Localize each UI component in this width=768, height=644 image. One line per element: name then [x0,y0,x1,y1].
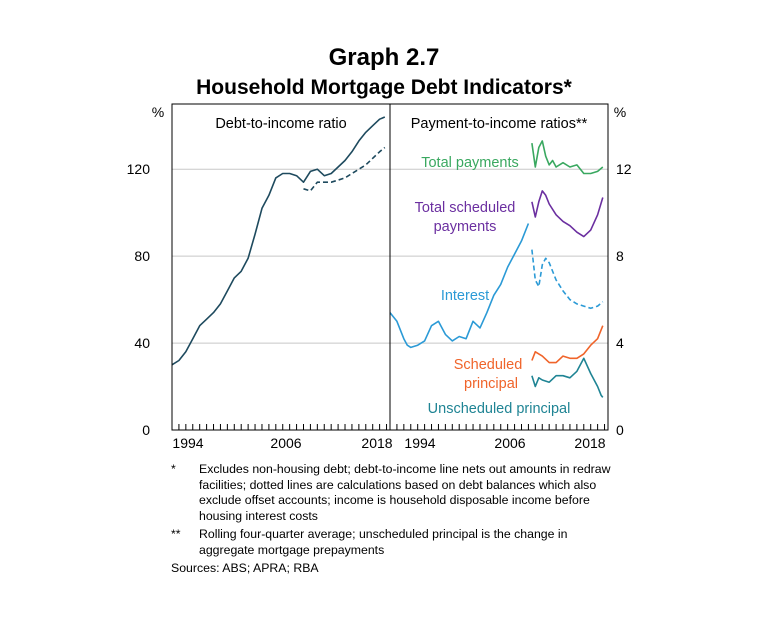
footnote-text: Rolling four-quarter average; unschedule… [199,527,568,557]
label-interest: Interest [441,288,489,304]
series-line-debt-to-income-dashed [303,146,386,192]
footnotes: * Excludes non-housing debt; debt-to-inc… [171,462,611,577]
left-xtick-2006: 2006 [270,435,301,450]
label-scheduled-principal-line1: Scheduled [454,357,523,373]
left-ytick-label: 120 [127,161,151,177]
series-line-total-scheduled-payments [531,190,604,238]
right-ytick-label: 0 [616,422,624,438]
sources: Sources: ABS; APRA; RBA [171,561,319,575]
right-xtick-1994: 1994 [404,435,435,450]
footnote-marker: ** [171,527,181,541]
series-line-interest [389,223,530,349]
left-ytick-label: 40 [134,335,150,351]
right-panel-grid [390,168,608,344]
series-line-total-payments [531,140,604,175]
label-scheduled-principal-line2: principal [464,376,518,392]
left-panel-series [171,116,386,366]
left-ytick-label: 80 [134,248,150,264]
label-total-scheduled-line2: payments [434,219,497,235]
series-line-unscheduled-principal [531,357,604,398]
left-xtick-2018: 2018 [361,435,392,450]
right-xtick-2018: 2018 [574,435,605,450]
left-y-unit: % [152,104,164,120]
left-xtick-1994: 1994 [172,435,203,450]
graph-number: Graph 2.7 [328,44,440,71]
series-line-interest-dashed [531,249,604,310]
label-unscheduled-principal: Unscheduled principal [428,401,571,417]
series-line-scheduled-principal [531,325,604,364]
footnote-marker: * [171,462,176,476]
label-total-payments: Total payments [421,155,519,171]
y-axis-labels: 0 40 80 120 0 4 8 12 [127,161,632,438]
x-axis-ticks [178,424,606,430]
right-panel-title: Payment-to-income ratios** [411,116,588,132]
right-xtick-2006: 2006 [494,435,525,450]
footnote-text: Excludes non-housing debt; debt-to-incom… [199,462,611,523]
chart-area: % % 0 40 80 120 0 4 8 12 Debt-to-income ratio P… [127,103,632,450]
left-panel-grid [172,168,390,344]
right-ytick-label: 8 [616,248,624,264]
label-total-scheduled-line1: Total scheduled [415,200,516,216]
right-panel-series [389,140,604,398]
left-panel-title: Debt-to-income ratio [215,116,346,132]
graph-title: Household Mortgage Debt Indicators* [196,76,572,99]
series-line-debt-to-income [171,116,386,366]
right-ytick-label: 12 [616,161,632,177]
footnote-2: ** Rolling four-quarter average; unsched… [171,527,611,558]
left-ytick-label: 0 [142,422,150,438]
right-ytick-label: 4 [616,335,624,351]
footnote-1: * Excludes non-housing debt; debt-to-inc… [171,462,611,524]
right-y-unit: % [614,104,626,120]
